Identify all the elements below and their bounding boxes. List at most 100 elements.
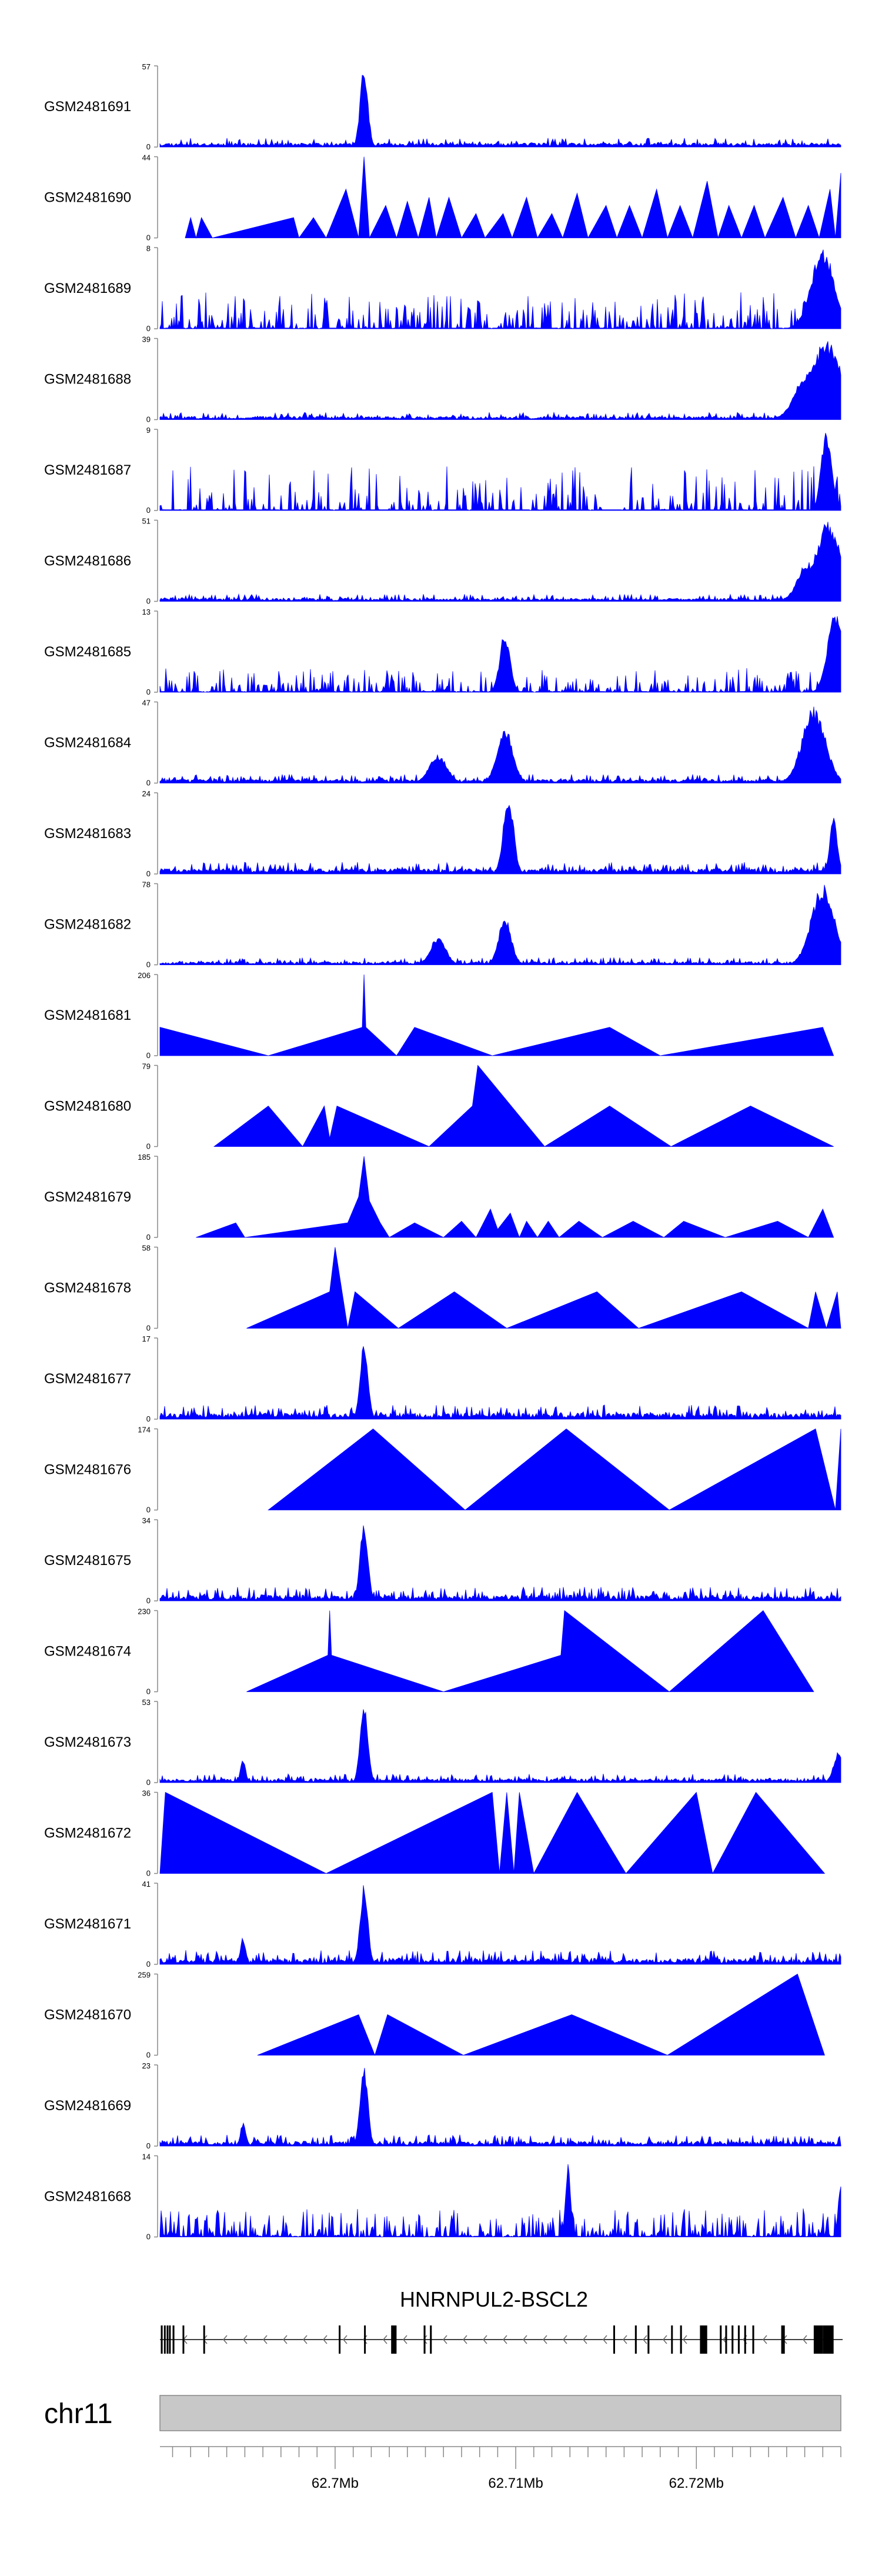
track-label: GSM2481676 <box>44 1462 131 1478</box>
exon <box>163 2325 166 2354</box>
strand-arrow <box>263 2335 268 2344</box>
y-max-label: 24 <box>142 789 151 798</box>
coverage-area <box>159 1525 841 1601</box>
track-GSM2481684: GSM2481684 47 0 <box>44 699 841 788</box>
strand-arrow <box>463 2335 467 2344</box>
gene-label: HNRNPUL2-BSCL2 <box>400 2287 588 2311</box>
coverage-area <box>159 706 841 783</box>
strand-arrow <box>283 2335 288 2344</box>
strand-arrow <box>763 2335 767 2344</box>
track-GSM2481682: GSM2481682 78 0 <box>44 880 841 969</box>
track-GSM2481681: GSM2481681 206 0 <box>44 971 834 1060</box>
strand-arrow <box>403 2335 407 2344</box>
y-max-label: 174 <box>138 1426 151 1434</box>
exon <box>169 2325 171 2354</box>
strand-arrow <box>423 2335 427 2344</box>
y-min-label: 0 <box>146 1506 151 1514</box>
coverage-area <box>268 1428 841 1511</box>
exon <box>182 2325 185 2354</box>
track-label: GSM2481670 <box>44 2007 131 2023</box>
strand-arrow <box>303 2335 308 2344</box>
coverage-area <box>159 1791 826 1874</box>
coverage-area <box>159 1709 841 1783</box>
exon <box>752 2325 754 2354</box>
coverage-area <box>213 1065 834 1147</box>
track-GSM2481680: GSM2481680 79 0 <box>44 1062 834 1151</box>
axis-tick-label: 62.7Mb <box>312 2475 359 2491</box>
track-label: GSM2481677 <box>44 1371 131 1387</box>
strand-arrow <box>623 2335 627 2344</box>
coverage-area <box>257 1973 825 2056</box>
coverage-area <box>159 1346 841 1420</box>
y-min-label: 0 <box>146 779 151 788</box>
exon <box>781 2325 785 2354</box>
gene-structure <box>160 2325 843 2354</box>
coverage-area <box>185 156 841 239</box>
coverage-area <box>159 885 841 965</box>
exon <box>725 2325 727 2354</box>
y-min-label: 0 <box>146 1869 151 1878</box>
exon <box>744 2325 746 2354</box>
exon <box>647 2325 650 2354</box>
exon <box>680 2325 682 2354</box>
exon <box>613 2325 615 2354</box>
y-max-label: 44 <box>142 154 151 162</box>
y-min-label: 0 <box>146 415 151 424</box>
y-min-label: 0 <box>146 1960 151 1968</box>
track-GSM2481691: GSM2481691 57 0 <box>44 62 841 151</box>
strand-arrow <box>603 2335 607 2344</box>
y-min-label: 0 <box>146 506 151 515</box>
track-GSM2481671: GSM2481671 41 0 <box>44 1880 841 1968</box>
track-label: GSM2481689 <box>44 281 131 296</box>
axis-tick-label: 62.72Mb <box>669 2475 724 2491</box>
y-min-label: 0 <box>146 1051 151 1060</box>
track-label: GSM2481668 <box>44 2189 131 2205</box>
strand-arrow <box>503 2335 507 2344</box>
exon <box>634 2325 637 2354</box>
track-label: GSM2481669 <box>44 2098 131 2114</box>
y-max-label: 39 <box>142 335 151 344</box>
exon <box>423 2325 426 2354</box>
coverage-area <box>159 433 841 511</box>
track-label: GSM2481688 <box>44 372 131 388</box>
y-max-label: 23 <box>142 2061 151 2070</box>
exon <box>700 2325 707 2354</box>
y-min-label: 0 <box>146 1778 151 1787</box>
genomic-axis: 62.7Mb 62.71Mb 62.72Mb <box>160 2446 841 2491</box>
y-max-label: 17 <box>142 1334 151 1343</box>
coverage-area <box>159 1885 841 1965</box>
track-GSM2481689: GSM2481689 8 0 <box>44 244 841 333</box>
coverage-area <box>159 249 841 330</box>
y-max-label: 57 <box>142 62 151 71</box>
y-max-label: 14 <box>142 2153 151 2161</box>
exon <box>813 2325 823 2354</box>
coverage-area <box>159 616 841 693</box>
track-label: GSM2481690 <box>44 190 131 206</box>
track-label: GSM2481681 <box>44 1007 131 1023</box>
track-label: GSM2481682 <box>44 917 131 933</box>
strand-arrow <box>483 2335 487 2344</box>
coverage-area <box>159 522 841 602</box>
y-min-label: 0 <box>146 324 151 333</box>
track-GSM2481675: GSM2481675 34 0 <box>44 1516 841 1605</box>
exon <box>671 2325 673 2354</box>
track-label: GSM2481683 <box>44 826 131 842</box>
y-min-label: 0 <box>146 869 151 878</box>
track-GSM2481685: GSM2481685 13 0 <box>44 608 841 696</box>
track-GSM2481679: GSM2481679 185 0 <box>44 1153 834 1242</box>
exon <box>364 2325 366 2354</box>
y-min-label: 0 <box>146 1233 151 1242</box>
track-GSM2481669: GSM2481669 23 0 <box>44 2061 841 2150</box>
exon <box>339 2325 341 2354</box>
y-max-label: 259 <box>138 1971 151 1980</box>
y-min-label: 0 <box>146 1142 151 1151</box>
exon <box>203 2325 205 2354</box>
strand-arrow <box>543 2335 547 2344</box>
exon <box>172 2325 175 2354</box>
track-GSM2481672: GSM2481672 36 0 <box>44 1789 826 1878</box>
y-max-label: 34 <box>142 1516 151 1525</box>
gene-model-track: HNRNPUL2-BSCL2 <box>160 2287 843 2354</box>
coverage-area <box>246 1247 841 1329</box>
y-min-label: 0 <box>146 2141 151 2150</box>
y-min-label: 0 <box>146 2233 151 2241</box>
